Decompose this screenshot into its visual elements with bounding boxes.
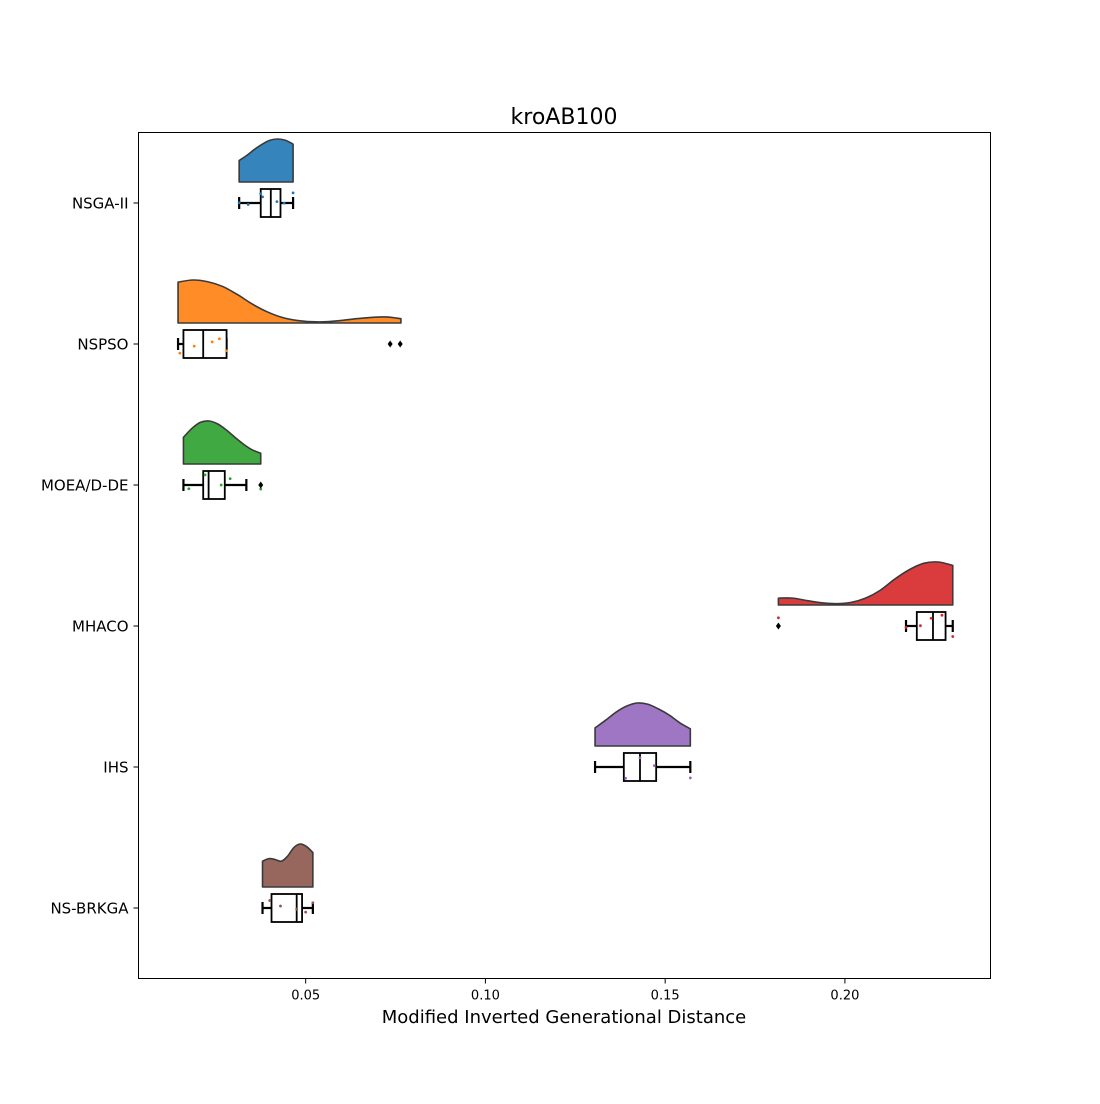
y-tick-label: NSGA-II — [72, 195, 129, 213]
series-ns-brkga — [261, 843, 315, 923]
y-tick-label: IHS — [103, 759, 128, 777]
rain-point — [295, 907, 299, 911]
x-axis-ticks: 0.05 0.10 0.15 0.20 — [291, 978, 859, 1004]
rain-point — [282, 201, 286, 205]
rain-point — [624, 776, 628, 780]
series-nspso — [176, 279, 403, 359]
rain-point — [311, 901, 315, 905]
rain-point — [951, 635, 955, 638]
x-tick-label: 0.05 — [291, 989, 320, 1004]
rain-point — [178, 351, 182, 355]
rain-point — [237, 201, 241, 205]
rain-point — [259, 192, 263, 196]
density-cloud — [182, 420, 262, 465]
rain-point — [776, 616, 780, 620]
rain-point — [904, 626, 908, 629]
rain-point — [652, 764, 656, 768]
outlier-point — [258, 481, 264, 489]
density-cloud — [777, 561, 954, 606]
rain-point — [638, 756, 642, 760]
rain-point — [259, 487, 263, 491]
y-tick-label: NSPSO — [77, 336, 128, 354]
rain-point — [918, 624, 922, 628]
series-mhaco — [775, 561, 955, 641]
rain-point — [228, 477, 232, 481]
rain-point — [304, 910, 308, 914]
rain-point — [940, 613, 944, 617]
series-ihs — [593, 702, 692, 782]
y-tick-label: MHACO — [72, 618, 129, 636]
rain-point — [187, 487, 191, 491]
x-tick-label: 0.20 — [830, 989, 859, 1004]
outlier-point — [775, 622, 781, 630]
series-moea-d-de — [182, 420, 264, 500]
rain-point — [210, 340, 214, 344]
series-nsga-ii — [237, 138, 295, 218]
rain-point — [291, 191, 295, 195]
plot-frame — [138, 132, 991, 979]
plot-area — [176, 138, 955, 923]
x-tick-label: 0.10 — [471, 989, 500, 1004]
rain-point — [688, 776, 692, 780]
x-axis-label: Modified Inverted Generational Distance — [382, 1007, 747, 1028]
rain-point — [279, 904, 282, 908]
outlier-point — [387, 340, 393, 348]
outlier-point — [397, 340, 403, 348]
rain-point — [246, 203, 250, 206]
density-cloud — [261, 843, 314, 888]
density-cloud — [594, 702, 692, 747]
chart-title: kroAB100 — [511, 105, 618, 130]
rain-point — [929, 616, 933, 620]
density-cloud — [238, 138, 294, 183]
rain-point — [268, 899, 272, 902]
y-axis-ticks: NSGA-II NSPSO MOEA/D-DE MHACO IHS NS-BRKGA — [41, 195, 139, 918]
rain-point — [225, 349, 228, 353]
y-tick-label: NS-BRKGA — [50, 900, 129, 918]
rain-point — [275, 200, 279, 204]
y-tick-label: MOEA/D-DE — [41, 477, 129, 495]
density-cloud — [177, 279, 402, 324]
x-tick-label: 0.15 — [651, 989, 680, 1004]
box-iqr — [182, 329, 228, 359]
rain-point — [261, 195, 264, 199]
rain-point — [219, 483, 223, 487]
rain-point — [192, 344, 196, 348]
rain-point — [203, 473, 207, 477]
rain-point — [217, 337, 221, 341]
